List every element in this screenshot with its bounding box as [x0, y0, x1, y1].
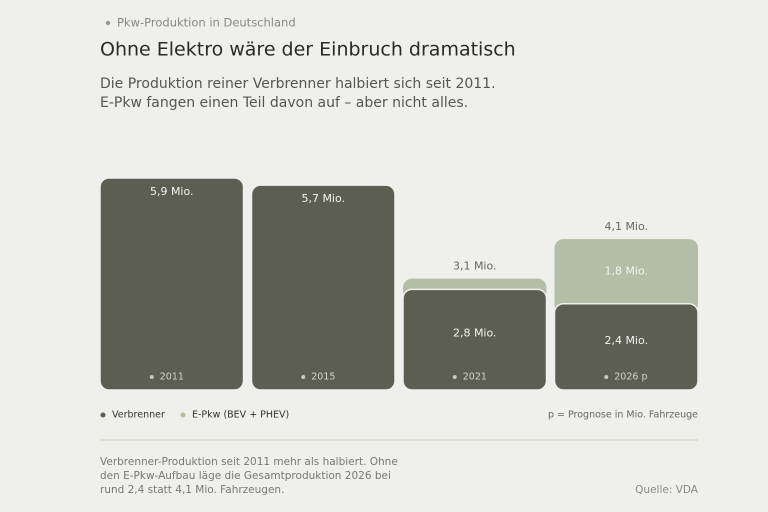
- bar-segment: [99, 177, 245, 391]
- category-dot: [149, 375, 154, 379]
- legend-swatch: [180, 412, 186, 418]
- x-tick-label: 2021: [463, 372, 487, 383]
- category-dot: [604, 375, 609, 379]
- category-dot: [452, 375, 457, 379]
- total-label: 3,1 Mio.: [453, 260, 497, 273]
- footnote: Verbrenner-Produktion seit 2011 mehr als…: [100, 456, 398, 468]
- x-tick-label: 2015: [311, 372, 335, 383]
- value-label: 1,8 Mio.: [604, 264, 648, 277]
- note: p = Prognose in Mio. Fahrzeuge: [548, 410, 698, 421]
- footnote: rund 2,4 statt 4,1 Mio. Fahrzeugen.: [100, 484, 284, 496]
- kicker-dot: [105, 20, 111, 26]
- source: Quelle: VDA: [635, 484, 699, 496]
- x-tick-label: 2011: [160, 372, 184, 383]
- total-label: 4,1 Mio.: [604, 220, 648, 233]
- value-label: 5,9 Mio.: [150, 185, 194, 198]
- legend-label: E-Pkw (BEV + PHEV): [192, 410, 289, 421]
- legend-label: Verbrenner: [112, 410, 165, 421]
- bar-segment: [250, 184, 396, 391]
- x-tick-label: 2026 p: [614, 372, 647, 383]
- kicker: Pkw-Produktion in Deutschland: [117, 16, 296, 30]
- category-dot: [301, 375, 306, 379]
- footnote: den E-Pkw-Aufbau läge die Gesamtprodukti…: [100, 470, 391, 482]
- subtitle: E-Pkw fangen einen Teil davon auf – aber…: [100, 95, 468, 111]
- bar-segment: [402, 288, 548, 391]
- bar-segment: [554, 239, 698, 314]
- value-label: 2,4 Mio.: [604, 334, 648, 347]
- value-label: 2,8 Mio.: [453, 327, 497, 340]
- legend-swatch: [100, 412, 106, 418]
- chart-title: Ohne Elektro wäre der Einbruch dramatisc…: [100, 39, 516, 61]
- value-label: 5,7 Mio.: [301, 192, 345, 205]
- subtitle: Die Produktion reiner Verbrenner halbier…: [100, 76, 496, 92]
- bar-segment: [553, 303, 699, 391]
